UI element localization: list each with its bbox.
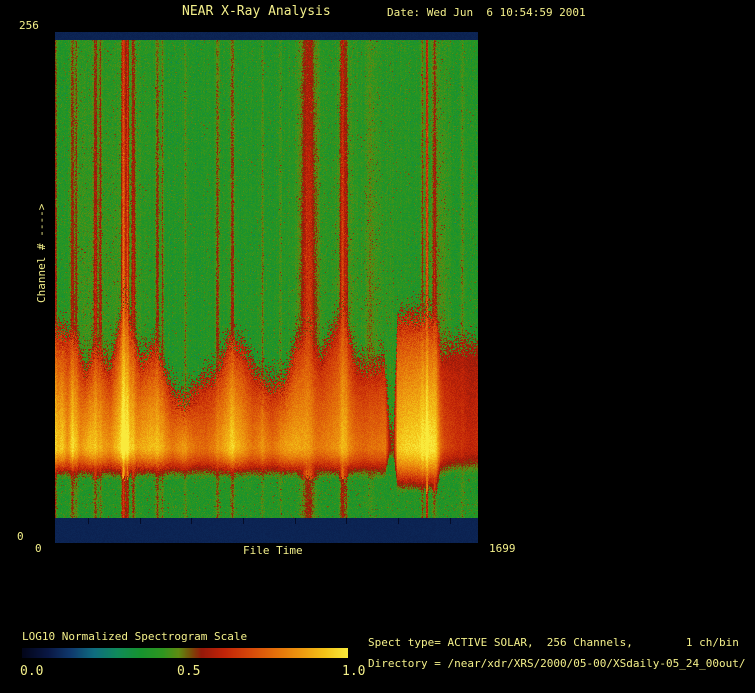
colorbar-tick-1: 0.5 — [177, 664, 201, 679]
y-axis-title: Channel # ----> — [35, 203, 48, 303]
y-axis-max-label: 256 — [19, 19, 39, 32]
colorbar-gradient — [22, 648, 348, 658]
spectrogram-heatmap — [55, 32, 478, 543]
colorbar-tick-0: 0.0 — [20, 664, 44, 679]
colorbar-label: LOG10 Normalized Spectrogram Scale — [22, 630, 248, 643]
x-axis-title: File Time — [243, 544, 303, 557]
y-axis-min-label: 0 — [17, 530, 24, 543]
colorbar-tick-2: 1.0 — [342, 664, 366, 679]
page-title: NEAR X-Ray Analysis — [182, 4, 331, 19]
spect-type-line: Spect type= ACTIVE SOLAR, 256 Channels, … — [368, 636, 739, 649]
date-label: Date: Wed Jun 6 10:54:59 2001 — [387, 6, 586, 19]
directory-line: Directory = /near/xdr/XRS/2000/05-00/XSd… — [368, 657, 746, 670]
x-axis-max-label: 1699 — [489, 542, 516, 555]
x-axis-min-label: 0 — [35, 542, 42, 555]
